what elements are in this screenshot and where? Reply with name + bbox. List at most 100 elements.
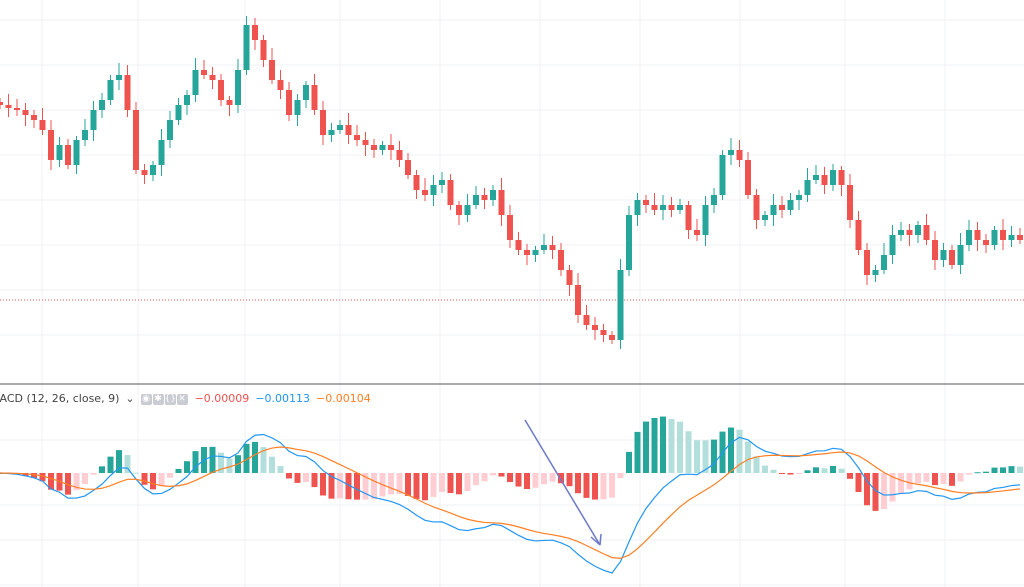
histogram-bar: [464, 473, 471, 492]
histogram-bar: [881, 473, 887, 510]
histogram-bar: [447, 473, 454, 494]
candle: [209, 67, 216, 89]
candle: [651, 193, 658, 215]
candle: [541, 234, 547, 254]
histogram-bar: [405, 473, 411, 496]
histogram-bar: [770, 469, 777, 473]
histogram-bar: [252, 441, 258, 473]
histogram-bar: [745, 441, 751, 473]
candle: [617, 259, 624, 349]
candle: [201, 60, 207, 79]
candle: [388, 134, 394, 160]
histogram-bar: [39, 473, 46, 482]
histogram-bar: [498, 473, 505, 477]
candle: [1000, 219, 1006, 250]
histogram-bar: [940, 473, 947, 484]
histogram-bar: [864, 473, 870, 506]
histogram-bar: [286, 473, 292, 479]
indicator-legend: MACD (12, 26, close, 9) ⌄ ◉ ✱{} ✕ −0.00009…: [0, 391, 371, 405]
histogram-bar: [31, 473, 37, 479]
histogram-bar: [396, 473, 403, 495]
histogram-bar: [762, 465, 768, 473]
candle: [558, 243, 564, 276]
candle: [660, 195, 666, 220]
indicator-name[interactable]: MACD (12, 26, close, 9): [0, 391, 120, 405]
candle: [430, 175, 437, 206]
candle: [31, 110, 37, 128]
histogram-bar: [787, 473, 794, 475]
histogram-bar: [643, 421, 649, 473]
histogram-bar: [796, 473, 802, 474]
histogram-bar: [668, 419, 675, 473]
histogram-bar: [617, 473, 624, 479]
histogram-bar: [524, 473, 530, 490]
candle: [124, 65, 131, 117]
candle: [609, 331, 615, 344]
histogram-bar: [855, 473, 862, 493]
candle: [634, 193, 641, 226]
candle: [311, 74, 318, 115]
chevron-down-icon[interactable]: ⌄: [125, 391, 135, 405]
histogram-bar: [218, 452, 224, 473]
histogram-bar: [702, 440, 709, 473]
candle: [328, 123, 335, 142]
histogram-bar: [957, 473, 964, 482]
candle: [872, 265, 879, 282]
candle: [464, 194, 471, 222]
histogram-bar: [192, 451, 199, 473]
histogram-bar: [22, 473, 29, 477]
candle: [260, 35, 267, 67]
histogram-bar: [371, 473, 377, 500]
candle: [226, 96, 233, 116]
histogram-bar: [490, 473, 496, 476]
histogram-bar: [532, 473, 539, 488]
histogram-bar: [362, 473, 369, 500]
histogram-bar: [320, 473, 326, 496]
histogram-bar: [575, 473, 581, 494]
close-icon[interactable]: ✕: [176, 394, 188, 405]
candle: [456, 201, 462, 225]
candle: [133, 102, 139, 174]
settings-icon[interactable]: ✱: [152, 394, 164, 405]
candle: [184, 90, 190, 115]
candle: [82, 119, 88, 146]
candle: [804, 168, 811, 202]
histogram-bar: [354, 473, 360, 500]
candle: [847, 174, 853, 228]
macd-value: −0.00113: [255, 391, 311, 405]
source-icon[interactable]: {}: [164, 394, 177, 405]
candle: [158, 129, 165, 176]
candle: [286, 82, 292, 121]
candle: [167, 111, 173, 148]
histogram-bar: [294, 473, 301, 483]
histogram-bar: [116, 450, 122, 473]
histogram-bar: [736, 429, 743, 473]
annotation-arrow[interactable]: [524, 419, 602, 546]
histogram-bar: [175, 468, 182, 473]
histogram-bar: [260, 447, 267, 473]
candle: [107, 75, 114, 105]
candle: [218, 74, 224, 106]
candle: [99, 93, 105, 118]
histogram-bar: [600, 473, 607, 500]
histogram-bar: [439, 473, 445, 492]
histogram-bar: [592, 473, 598, 500]
histogram-bar: [337, 473, 343, 499]
candle: [422, 178, 428, 201]
eye-icon[interactable]: ◉: [140, 394, 152, 405]
candle: [991, 226, 998, 250]
candle: [269, 48, 275, 84]
candle: [974, 222, 981, 251]
candle: [592, 317, 598, 340]
candle: [813, 165, 819, 184]
candle: [354, 125, 360, 146]
histogram-bar: [124, 455, 131, 473]
histogram-bar: [889, 473, 896, 502]
candle: [252, 18, 258, 50]
histogram-bar: [167, 473, 173, 478]
histogram-bar: [73, 473, 80, 491]
candle: [957, 233, 964, 274]
histogram-bar: [1017, 466, 1023, 473]
histogram-bar: [991, 467, 998, 473]
